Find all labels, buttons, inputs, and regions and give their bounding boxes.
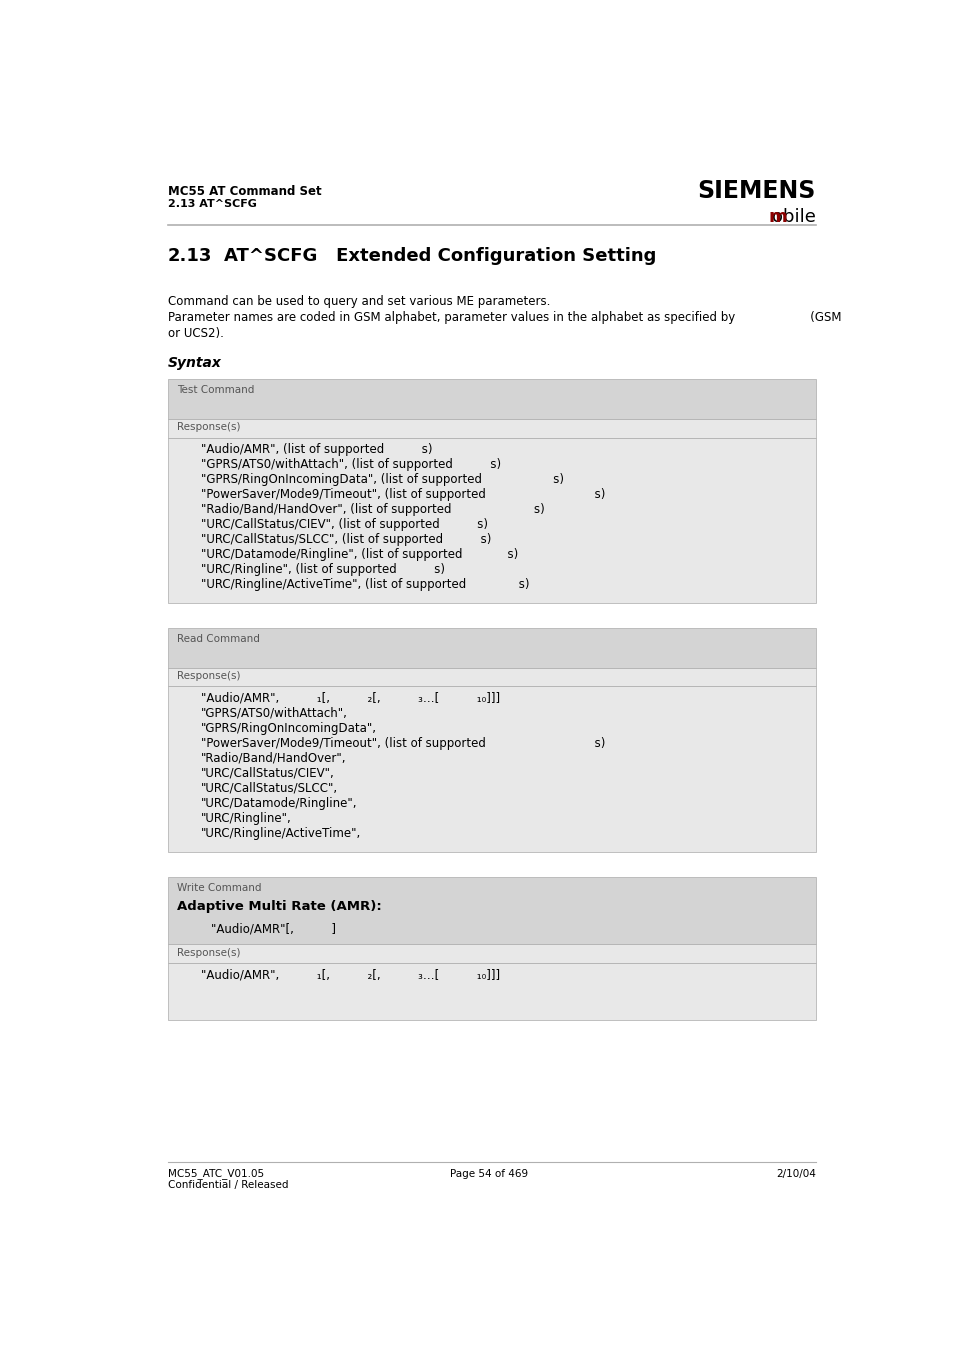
Text: "Audio/AMR",          ₁[,          ₂[,          ₃…[          ₁₀]]]: "Audio/AMR", ₁[, ₂[, ₃…[ ₁₀]]]	[200, 692, 499, 705]
Text: AT^SCFG   Extended Configuration Setting: AT^SCFG Extended Configuration Setting	[224, 247, 656, 265]
Text: Syntax: Syntax	[168, 357, 222, 370]
Text: "GPRS/ATS0/withAttach", (list of supported          s): "GPRS/ATS0/withAttach", (list of support…	[200, 458, 500, 471]
Text: Parameter names are coded in GSM alphabet, parameter values in the alphabet as s: Parameter names are coded in GSM alphabe…	[168, 312, 841, 324]
Text: "GPRS/RingOnIncomingData", (list of supported                   s): "GPRS/RingOnIncomingData", (list of supp…	[200, 473, 563, 486]
Text: 2/10/04: 2/10/04	[776, 1169, 815, 1178]
Text: MC55_ATC_V01.05: MC55_ATC_V01.05	[168, 1169, 264, 1179]
Text: "Audio/AMR"[,          ]: "Audio/AMR"[, ]	[211, 923, 335, 936]
Text: "URC/CallStatus/CIEV", (list of supported          s): "URC/CallStatus/CIEV", (list of supporte…	[200, 519, 487, 531]
Text: "Radio/Band/HandOver", (list of supported                      s): "Radio/Band/HandOver", (list of supporte…	[200, 503, 544, 516]
Text: Response(s): Response(s)	[177, 947, 240, 958]
Text: "GPRS/ATS0/withAttach",: "GPRS/ATS0/withAttach",	[200, 707, 347, 720]
Text: "URC/Ringline/ActiveTime", (list of supported              s): "URC/Ringline/ActiveTime", (list of supp…	[200, 578, 529, 592]
Bar	[168, 963, 815, 1020]
Text: Test Command: Test Command	[177, 385, 254, 396]
Text: 2.13: 2.13	[168, 247, 213, 265]
Text: "URC/Ringline/ActiveTime",: "URC/Ringline/ActiveTime",	[200, 827, 360, 840]
Text: Confidential / Released: Confidential / Released	[168, 1179, 288, 1190]
Bar	[168, 628, 815, 667]
Bar	[168, 944, 815, 963]
Text: "PowerSaver/Mode9/Timeout", (list of supported                             s): "PowerSaver/Mode9/Timeout", (list of sup…	[200, 488, 604, 501]
Text: MC55 AT Command Set: MC55 AT Command Set	[168, 185, 321, 199]
Bar	[168, 686, 815, 852]
Text: Read Command: Read Command	[177, 634, 260, 644]
Text: "URC/Datamode/Ringline", (list of supported            s): "URC/Datamode/Ringline", (list of suppor…	[200, 549, 517, 561]
Text: "PowerSaver/Mode9/Timeout", (list of supported                             s): "PowerSaver/Mode9/Timeout", (list of sup…	[200, 736, 604, 750]
Text: "URC/Ringline",: "URC/Ringline",	[200, 812, 291, 825]
Text: "GPRS/RingOnIncomingData",: "GPRS/RingOnIncomingData",	[200, 721, 376, 735]
Bar	[168, 667, 815, 686]
Text: Write Command: Write Command	[177, 882, 262, 893]
Text: obile: obile	[771, 208, 815, 227]
Text: m: m	[767, 208, 786, 227]
Text: "URC/Datamode/Ringline",: "URC/Datamode/Ringline",	[200, 797, 356, 811]
Text: 2.13 AT^SCFG: 2.13 AT^SCFG	[168, 199, 256, 209]
Text: "URC/Ringline", (list of supported          s): "URC/Ringline", (list of supported s)	[200, 563, 444, 577]
Text: "URC/CallStatus/SLCC", (list of supported          s): "URC/CallStatus/SLCC", (list of supporte…	[200, 534, 491, 546]
Text: "Radio/Band/HandOver",: "Radio/Band/HandOver",	[200, 753, 346, 765]
Text: "URC/CallStatus/SLCC",: "URC/CallStatus/SLCC",	[200, 782, 337, 794]
Bar	[168, 380, 815, 419]
Text: Command can be used to query and set various ME parameters.: Command can be used to query and set var…	[168, 295, 550, 308]
Text: Page 54 of 469: Page 54 of 469	[450, 1169, 527, 1178]
Bar	[168, 877, 815, 944]
Text: or UCS2).: or UCS2).	[168, 327, 224, 340]
Text: Response(s): Response(s)	[177, 423, 240, 432]
Text: SIEMENS: SIEMENS	[697, 180, 815, 203]
Bar	[168, 419, 815, 438]
Text: "Audio/AMR", (list of supported          s): "Audio/AMR", (list of supported s)	[200, 443, 432, 457]
Text: Response(s): Response(s)	[177, 671, 240, 681]
Text: "Audio/AMR",          ₁[,          ₂[,          ₃…[          ₁₀]]]: "Audio/AMR", ₁[, ₂[, ₃…[ ₁₀]]]	[200, 969, 499, 981]
Bar	[168, 438, 815, 604]
Text: Adaptive Multi Rate (AMR):: Adaptive Multi Rate (AMR):	[177, 900, 382, 913]
Text: "URC/CallStatus/CIEV",: "URC/CallStatus/CIEV",	[200, 767, 334, 780]
